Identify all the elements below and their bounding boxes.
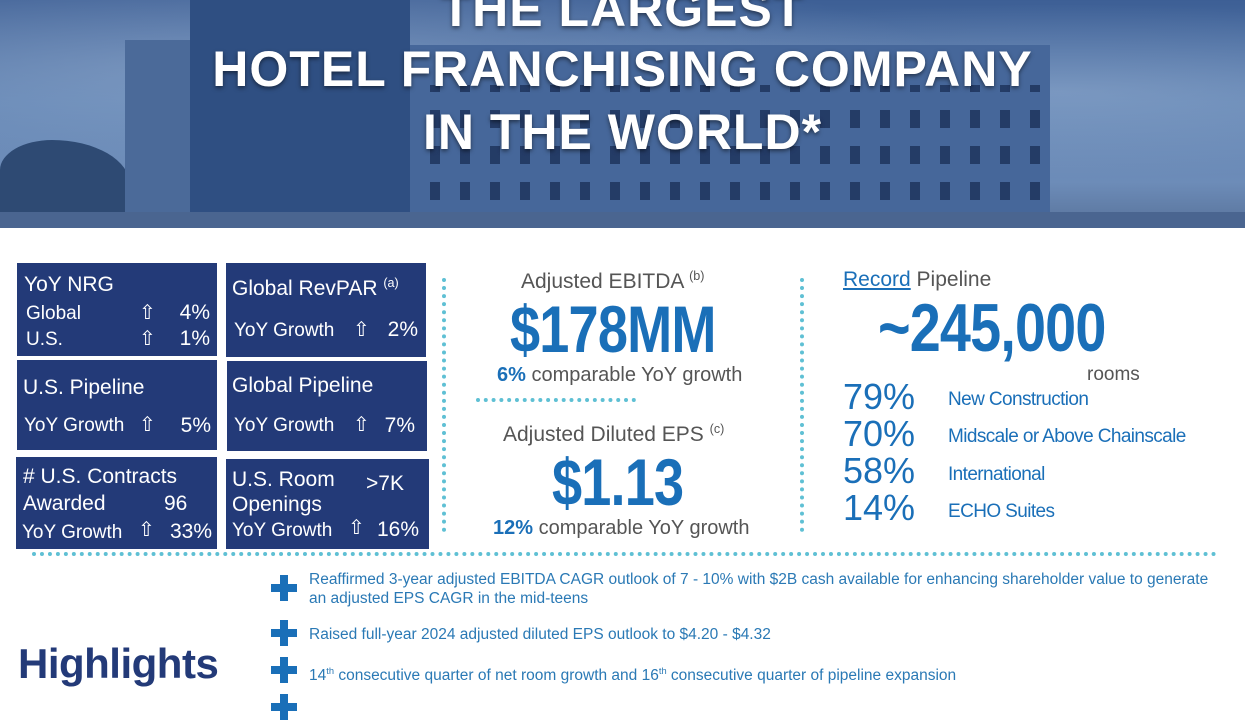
ebitda-label-text: Adjusted EBITDA xyxy=(521,270,684,293)
revpar-box: Global RevPAR (a) YoY Growth ⇧ 2% xyxy=(226,263,426,357)
pipeline-item-label: Midscale or Above Chainscale xyxy=(948,426,1186,447)
hl-s2: th xyxy=(658,666,667,676)
hl-n1: 14 xyxy=(309,667,327,685)
nrg-us-label: U.S. xyxy=(26,329,63,350)
pipeline-label: Record Pipeline xyxy=(843,268,991,292)
highlight-item: Raised full-year 2024 adjusted diluted E… xyxy=(309,626,771,643)
eps-value: $1.13 xyxy=(552,445,684,519)
record-link[interactable]: Record xyxy=(843,268,911,291)
pipeline-pct: 70% xyxy=(843,413,916,454)
banner-title-line2: HOTEL FRANCHISING COMPANY xyxy=(212,41,1033,97)
divider-middle xyxy=(476,398,636,402)
openings-title: U.S. Room xyxy=(232,468,335,491)
divider-left xyxy=(442,278,446,532)
ebitda-growth-pct: 6% xyxy=(497,364,526,386)
hl-s1: th xyxy=(326,666,335,676)
nrg-us-value: 1% xyxy=(179,327,210,350)
highlights-title: Highlights xyxy=(18,640,219,687)
eps-growth: 12% comparable YoY growth xyxy=(493,517,749,540)
contracts-title-2: Awarded xyxy=(23,492,106,515)
pipeline-pct: 79% xyxy=(843,376,916,417)
revpar-value: 2% xyxy=(387,318,418,341)
global-pipeline-title: Global Pipeline xyxy=(232,374,374,397)
ebitda-growth-text: comparable YoY growth xyxy=(531,364,743,386)
openings-value: 16% xyxy=(376,518,419,541)
highlight-item: 14th consecutive quarter of net room gro… xyxy=(309,662,1219,685)
ebitda-growth: 6% comparable YoY growth xyxy=(497,364,742,387)
eps-note: (c) xyxy=(709,422,725,436)
highlight-item: Reaffirmed 3-year adjusted EBITDA CAGR o… xyxy=(309,571,1209,607)
plus-icon xyxy=(271,657,297,683)
eps-growth-pct: 12% xyxy=(493,517,534,539)
us-pipeline-box: U.S. Pipeline YoY Growth ⇧ 5% xyxy=(17,360,217,450)
pipeline-pct: 14% xyxy=(843,487,916,528)
arrow-up-icon: ⇧ xyxy=(353,414,370,436)
contracts-label: YoY Growth xyxy=(22,522,123,543)
hl-t2: consecutive quarter of pipeline expansio… xyxy=(666,667,957,685)
contracts-title: # U.S. Contracts xyxy=(23,465,178,488)
nrg-title: YoY NRG xyxy=(24,273,114,296)
pipeline-value: ~245,000 xyxy=(878,290,1106,366)
us-pipeline-label: YoY Growth xyxy=(24,415,125,436)
openings-box: U.S. Room >7K Openings YoY Growth ⇧ 16% xyxy=(226,459,429,549)
ground xyxy=(0,212,1245,228)
plus-icon xyxy=(271,694,297,720)
eps-growth-text: comparable YoY growth xyxy=(538,517,750,539)
building-windows xyxy=(430,85,1040,200)
building-tower xyxy=(190,0,410,215)
ebitda-label: Adjusted EBITDA (b) xyxy=(521,269,705,294)
plus-icon xyxy=(271,620,297,646)
nrg-box: YoY NRG Global ⇧ 4% U.S. ⇧ 1% xyxy=(17,263,217,356)
pipeline-item-label: ECHO Suites xyxy=(948,501,1055,522)
global-pipeline-box: Global Pipeline YoY Growth ⇧ 7% xyxy=(227,361,427,451)
eps-label-text: Adjusted Diluted EPS xyxy=(503,423,704,446)
us-pipeline-title: U.S. Pipeline xyxy=(23,376,145,399)
arrow-up-icon: ⇧ xyxy=(139,328,156,350)
arrow-up-icon: ⇧ xyxy=(353,319,370,341)
hero-banner: THE LARGEST HOTEL FRANCHISING COMPANY IN… xyxy=(0,0,1245,228)
contracts-value: 33% xyxy=(169,520,212,543)
arrow-up-icon: ⇧ xyxy=(138,519,155,541)
hl-n2: 16 xyxy=(641,667,659,685)
contracts-box: # U.S. Contracts Awarded 96 YoY Growth ⇧… xyxy=(16,457,217,549)
revpar-label: YoY Growth xyxy=(234,320,335,341)
ebitda-value: $178MM xyxy=(510,292,716,366)
openings-title-2: Openings xyxy=(232,493,322,516)
eps-label: Adjusted Diluted EPS (c) xyxy=(503,422,724,447)
pipeline-label-text: Pipeline xyxy=(916,268,992,291)
banner-title-line1: THE LARGEST xyxy=(440,0,805,37)
hl-t1: consecutive quarter of net room growth a… xyxy=(334,667,642,685)
openings-label: YoY Growth xyxy=(232,520,333,541)
banner-title-line3: IN THE WORLD* xyxy=(422,104,823,160)
arrow-up-icon: ⇧ xyxy=(348,517,365,539)
pipeline-pct: 58% xyxy=(843,450,916,491)
divider-right xyxy=(800,278,804,532)
ebitda-note: (b) xyxy=(689,269,705,283)
divider-bottom xyxy=(32,552,1217,556)
global-pipeline-value: 7% xyxy=(384,414,415,437)
contracts-count: 96 xyxy=(164,492,188,515)
nrg-global-value: 4% xyxy=(179,301,210,324)
revpar-note: (a) xyxy=(383,276,399,290)
pipeline-unit: rooms xyxy=(1087,364,1140,385)
us-pipeline-value: 5% xyxy=(180,414,211,437)
arrow-up-icon: ⇧ xyxy=(139,414,156,436)
revpar-title: Global RevPAR xyxy=(232,277,378,300)
plus-icon xyxy=(271,575,297,601)
nrg-global-label: Global xyxy=(26,303,81,324)
global-pipeline-label: YoY Growth xyxy=(234,415,335,436)
pipeline-item-label: International xyxy=(948,464,1045,485)
arrow-up-icon: ⇧ xyxy=(139,302,156,324)
openings-count: >7K xyxy=(366,472,404,495)
pipeline-item-label: New Construction xyxy=(948,389,1089,410)
